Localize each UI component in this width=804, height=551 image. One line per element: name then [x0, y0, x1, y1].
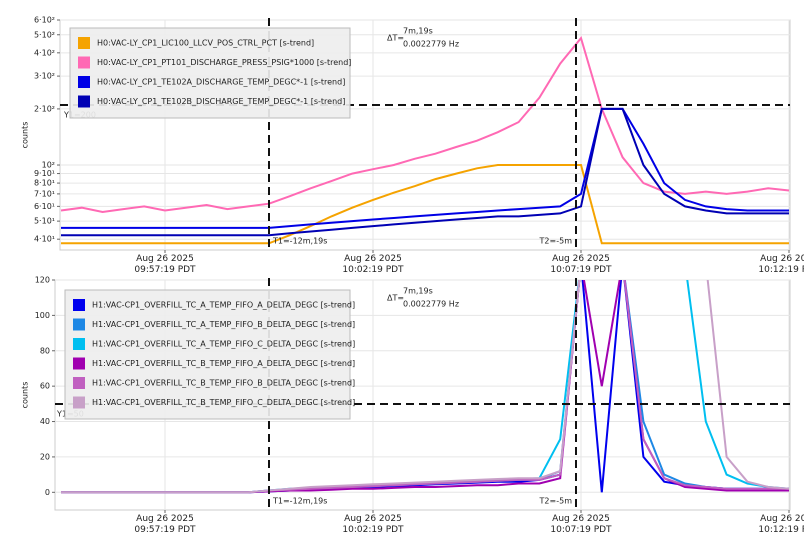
y-tick-label: 7·10¹ — [34, 189, 55, 198]
x-tick-label: Aug 26 2025 10:02:19 PDT — [342, 514, 404, 535]
legend-swatch — [73, 377, 85, 389]
legend-swatch — [78, 95, 90, 108]
legend-label: H0:VAC-LY_CP1_PT101_DISCHARGE_PRESS_PSIG… — [97, 58, 351, 67]
y-tick-label: 60 — [40, 382, 50, 391]
cursor-t1-label: T1=-12m,19s — [272, 237, 327, 246]
y-tick-label: 8·10¹ — [34, 179, 55, 188]
y-tick-label: 10² — [42, 161, 55, 170]
cursor-t2-label: T2=-5m — [539, 497, 573, 506]
legend-label: H0:VAC-LY_CP1_LIC100_LLCV_POS_CTRL_PCT [… — [97, 39, 314, 48]
frequency: 0.0022779 Hz — [403, 300, 459, 309]
y-tick-label: 0 — [45, 488, 50, 497]
frequency: 0.0022779 Hz — [403, 40, 459, 49]
series-group — [60, 35, 790, 245]
y-axis-label: counts — [21, 382, 30, 409]
series-line — [60, 35, 790, 214]
x-tick-label: Aug 26 2025 10:07:19 PDT — [550, 254, 612, 275]
cursor-t1-label: T1=-12m,19s — [272, 497, 327, 506]
series-line — [61, 280, 790, 494]
delta-label: ΔT= — [387, 34, 404, 43]
delta-label: ΔT= — [387, 294, 404, 303]
y-tick-label: 40 — [40, 417, 50, 426]
series-line — [61, 164, 789, 245]
legend-swatch — [73, 396, 85, 409]
legend-label: H1:VAC-CP1_OVERFILL_TC_A_TEMP_FIFO_C_DEL… — [92, 340, 355, 349]
x-tick-label: Aug 26 2025 10:12:19 PDT — [758, 514, 804, 535]
legend-swatch — [78, 56, 90, 69]
y-tick-label: 2·10² — [34, 104, 55, 113]
x-tick-label: Aug 26 2025 10:07:19 PDT — [550, 514, 612, 535]
y-tick-label: 5·10¹ — [34, 217, 55, 226]
legend-label: H1:VAC-CP1_OVERFILL_TC_A_TEMP_FIFO_A_DEL… — [92, 301, 355, 310]
y-tick-label: 100 — [35, 311, 50, 320]
x-tick-label: Aug 26 2025 09:57:19 PDT — [134, 514, 196, 535]
series-line — [61, 107, 789, 229]
legend-swatch — [73, 318, 85, 331]
x-tick-label: Aug 26 2025 10:02:19 PDT — [342, 254, 404, 275]
x-tick-label: Aug 26 2025 10:12:19 PDT — [758, 254, 804, 275]
y-tick-label: 4·10² — [34, 48, 55, 57]
legend-label: H0:VAC-LY_CP1_TE102B_DISCHARGE_TEMP_DEGC… — [97, 97, 345, 106]
legend-swatch — [73, 357, 85, 370]
legend-swatch — [78, 76, 90, 88]
legend-label: H1:VAC-CP1_OVERFILL_TC_B_TEMP_FIFO_A_DEL… — [92, 359, 355, 368]
legend-box — [64, 289, 351, 420]
x-tick-label: Aug 26 2025 09:57:19 PDT — [134, 254, 196, 275]
legend-label: H0:VAC-LY_CP1_TE102A_DISCHARGE_TEMP_DEGC… — [97, 78, 345, 87]
y-axis-label: counts — [21, 122, 30, 149]
legend-swatch — [78, 37, 90, 49]
legend-swatch — [73, 299, 85, 311]
y-tick-label: 6·10¹ — [34, 202, 55, 211]
legend-swatch — [73, 338, 85, 350]
series-line — [61, 107, 789, 237]
legend-label: H1:VAC-CP1_OVERFILL_TC_B_TEMP_FIFO_C_DEL… — [92, 398, 355, 407]
y-tick-label: 80 — [40, 346, 50, 355]
y-tick-label: 120 — [35, 276, 50, 285]
y-tick-label: 6·10² — [34, 16, 55, 25]
delta-time: 7m,19s — [403, 27, 433, 36]
series-group — [61, 280, 790, 494]
y-tick-label: 3·10² — [34, 72, 55, 81]
legend-label: H1:VAC-CP1_OVERFILL_TC_A_TEMP_FIFO_B_DEL… — [92, 320, 355, 329]
legend-label: H1:VAC-CP1_OVERFILL_TC_B_TEMP_FIFO_B_DEL… — [92, 379, 355, 388]
y-tick-label: 4·10¹ — [34, 235, 55, 244]
delta-time: 7m,19s — [403, 287, 433, 296]
y-tick-label: 20 — [40, 452, 50, 461]
cursor-t2-label: T2=-5m — [539, 237, 573, 246]
y-tick-label: 9·10¹ — [34, 169, 55, 178]
legend-box — [69, 27, 351, 119]
y-tick-label: 5·10² — [34, 30, 55, 39]
